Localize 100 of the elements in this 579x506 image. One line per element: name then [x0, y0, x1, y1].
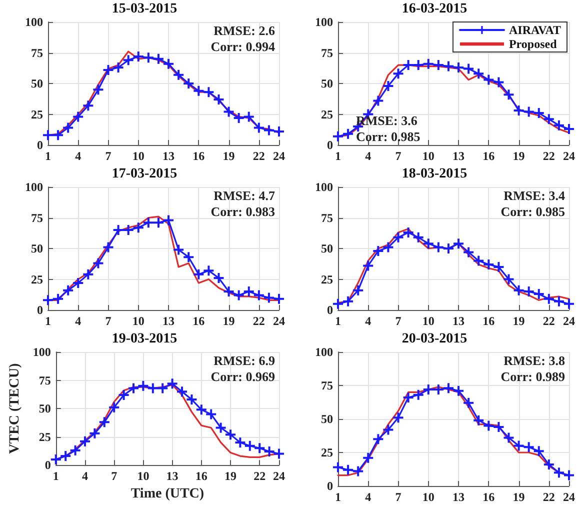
point — [103, 64, 114, 75]
x-tick-label: 4 — [82, 469, 88, 484]
y-axis-title: VTEC (TECU) — [8, 362, 22, 454]
x-tick-label: 7 — [395, 149, 402, 163]
point — [524, 286, 534, 297]
y-tick-label: 50 — [31, 242, 43, 256]
point — [393, 412, 404, 423]
point — [433, 384, 444, 395]
y-tick-label: 75 — [31, 46, 43, 60]
point — [254, 122, 264, 133]
point — [174, 70, 184, 80]
x-tick-label: 13 — [452, 149, 465, 163]
point — [544, 114, 554, 124]
y-tick-label: 50 — [321, 412, 333, 426]
x-tick-label: 16 — [482, 490, 495, 504]
x-tick-label: 4 — [365, 149, 372, 163]
point — [564, 298, 574, 309]
y-tick-label: 0 — [44, 458, 51, 472]
x-tick-label: 4 — [365, 490, 372, 504]
x-tick-label: 13 — [162, 314, 175, 328]
point — [464, 398, 474, 408]
point — [60, 451, 71, 462]
x-tick-label: 10 — [132, 314, 144, 328]
point — [514, 106, 524, 116]
point — [343, 296, 354, 306]
point — [50, 454, 61, 464]
point — [123, 55, 134, 66]
point — [53, 294, 64, 304]
point — [403, 392, 414, 403]
x-tick-label: 1 — [45, 149, 51, 163]
x-tick-label: 4 — [75, 314, 82, 328]
x-tick-label: 1 — [45, 314, 51, 328]
point — [224, 286, 234, 297]
point — [274, 126, 284, 136]
point — [167, 378, 178, 389]
point — [373, 96, 384, 106]
point — [554, 468, 564, 478]
point — [214, 94, 224, 104]
x-tick-label: 22 — [254, 469, 266, 484]
point — [204, 87, 214, 98]
x-tick-label: 7 — [395, 314, 402, 328]
point — [224, 106, 234, 117]
point — [244, 286, 254, 297]
point — [504, 90, 514, 100]
y-tick-label: 0 — [37, 303, 43, 317]
x-tick-label: 22 — [252, 314, 265, 328]
point — [373, 434, 384, 444]
point — [423, 58, 434, 69]
y-tick-label: 100 — [315, 345, 333, 359]
point — [174, 244, 184, 255]
point — [264, 292, 274, 303]
y-tick-label: 75 — [31, 210, 43, 225]
point — [153, 218, 164, 228]
x-tick-label: 1 — [335, 149, 341, 163]
point — [514, 285, 524, 296]
point — [194, 86, 204, 96]
point — [133, 222, 144, 233]
y-tick-label: 25 — [38, 430, 51, 444]
point — [214, 273, 224, 284]
point — [403, 228, 414, 238]
x-tick-label: 24 — [563, 490, 575, 504]
point — [186, 394, 197, 404]
y-tick-label: 25 — [31, 107, 43, 122]
point — [143, 52, 154, 63]
chart-title: 19-03-2015 — [112, 332, 178, 346]
x-tick-label: 13 — [162, 149, 175, 163]
chart-title: 16-03-2015 — [402, 2, 468, 16]
chart-title: 15-03-2015 — [112, 2, 178, 16]
annotation: RMSE: 4.7 — [214, 188, 276, 203]
annotation: RMSE: 3.4 — [504, 188, 566, 203]
y-tick-label: 25 — [321, 446, 333, 460]
point — [433, 242, 444, 252]
x-tick-label: 16 — [192, 314, 205, 328]
point — [474, 256, 484, 266]
x-tick-label: 22 — [542, 490, 555, 504]
point — [194, 269, 204, 280]
point — [113, 225, 124, 236]
x-tick-label: 22 — [252, 149, 265, 163]
x-tick-label: 7 — [111, 469, 118, 484]
point — [143, 218, 154, 228]
x-tick-label: 24 — [273, 469, 285, 484]
x-tick-label: 10 — [422, 490, 434, 504]
point — [264, 125, 274, 136]
point — [494, 262, 504, 272]
point — [63, 285, 74, 296]
point — [53, 130, 64, 140]
x-tick-label: 16 — [192, 149, 205, 163]
point — [433, 60, 444, 70]
point — [484, 259, 494, 270]
point — [353, 285, 364, 296]
legend-label: Proposed — [508, 37, 558, 51]
y-tick-label: 50 — [321, 242, 333, 256]
y-tick-label: 50 — [321, 76, 333, 90]
y-tick-label: 25 — [321, 107, 333, 122]
point — [90, 428, 100, 438]
point — [103, 242, 114, 252]
x-tick-label: 4 — [365, 314, 372, 328]
legend-label: AIRAVAT — [508, 23, 562, 37]
x-tick-label: 24 — [273, 149, 285, 163]
point — [184, 78, 194, 88]
